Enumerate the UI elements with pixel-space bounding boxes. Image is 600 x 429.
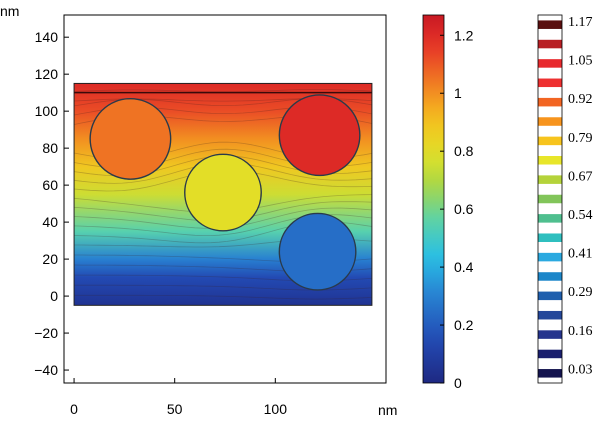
inclusion-circle-1 [89, 97, 172, 180]
colorbar-tick-label: 0 [454, 375, 462, 391]
legend-swatch [538, 330, 562, 339]
y-tick-label: 80 [42, 140, 58, 156]
contour-legend-labels: 1.17 1.05 0.92 0.79 0.67 0.54 0.41 0.29 0.16 0.03 [568, 15, 593, 377]
legend-swatch [538, 272, 562, 281]
y-tick-label: −40 [34, 362, 58, 378]
legend-swatch [538, 252, 562, 262]
colorbar-tick-label: 1 [454, 85, 462, 101]
x-tick-label: 50 [167, 401, 183, 417]
legend-swatch [538, 136, 562, 146]
legend-swatch [538, 175, 562, 184]
legend-swatch [538, 310, 562, 320]
colorbar-bar [422, 14, 445, 384]
y-tick-label: 20 [42, 251, 58, 267]
legend-swatch [538, 97, 562, 107]
legend-label: 1.17 [568, 15, 593, 30]
contour-legend-swatches [537, 14, 563, 384]
legend-label: 0.16 [568, 324, 593, 339]
contour-line [74, 89, 372, 93]
legend-label: 1.05 [568, 54, 593, 69]
legend-swatch [538, 349, 562, 359]
colorbar-tick-label: 0.2 [454, 317, 474, 333]
y-tick-label: 40 [42, 214, 58, 230]
x-unit-label: nm [378, 402, 397, 418]
y-axis-ticks: 140 120 100 80 60 40 20 0 −20 −40 [34, 29, 69, 378]
legend-label: 0.29 [568, 285, 593, 300]
contour-line [74, 294, 372, 300]
legend-swatch [538, 156, 562, 165]
legend-swatch [538, 194, 562, 204]
y-tick-label: 60 [42, 177, 58, 193]
x-tick-label: 100 [264, 401, 288, 417]
y-unit-label: nm [0, 3, 19, 19]
legend-label: 0.03 [568, 362, 593, 377]
inclusion-circle-2 [278, 94, 361, 177]
colorbar-ticks: 1.2 1 0.8 0.6 0.4 0.2 0 [440, 27, 474, 391]
main-plot: 0 50 100 140 120 100 80 60 40 20 0 −20 −40 nm nm [0, 3, 397, 418]
legend-label: 0.41 [568, 247, 593, 262]
y-tick-label: 120 [35, 66, 59, 82]
legend-swatch [538, 291, 562, 301]
y-tick-label: −20 [34, 325, 58, 341]
legend-swatch [538, 59, 562, 68]
legend-label: 0.54 [568, 208, 593, 223]
inclusion-circle-3 [184, 153, 262, 232]
legend-swatch [538, 78, 562, 88]
legend-label: 0.92 [568, 92, 593, 107]
legend-label: 0.79 [568, 131, 593, 146]
colorbar-tick-label: 1.2 [454, 27, 474, 43]
contour-legend: 1.17 1.05 0.92 0.79 0.67 0.54 0.41 0.29 0.16 0.03 [537, 14, 593, 384]
y-tick-label: 100 [35, 103, 59, 119]
x-tick-label: 0 [70, 401, 78, 417]
colorbar-tick-label: 0.6 [454, 201, 474, 217]
legend-swatch [538, 369, 562, 378]
plot-frame [63, 14, 387, 384]
legend-swatch [538, 214, 562, 223]
legend-frame [537, 14, 563, 384]
y-tick-label: 0 [50, 288, 58, 304]
y-tick-label: 140 [35, 29, 59, 45]
colorbar: 1.2 1 0.8 0.6 0.4 0.2 0 [422, 14, 474, 391]
legend-swatch [538, 117, 562, 126]
legend-label: 0.67 [568, 169, 593, 184]
inclusion-circles [89, 94, 361, 291]
legend-swatch [538, 20, 562, 29]
legend-swatch [538, 39, 562, 49]
inclusion-circle-4 [278, 212, 357, 291]
x-axis-ticks: 0 50 100 [70, 378, 287, 417]
colorbar-tick-label: 0.4 [454, 259, 474, 275]
colorbar-tick-label: 0.8 [454, 143, 474, 159]
legend-swatch [538, 233, 562, 242]
